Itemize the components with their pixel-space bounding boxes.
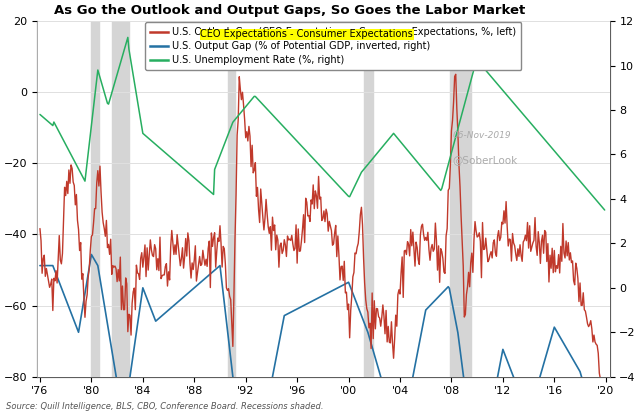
Text: @SoberLook: @SoberLook (452, 155, 518, 165)
Text: Source: Quill Intelligence, BLS, CBO, Conference Board. Recessions shaded.: Source: Quill Intelligence, BLS, CBO, Co… (6, 402, 324, 411)
Bar (364, 21, 373, 377)
Bar (450, 21, 471, 377)
Text: CEO Expectations - Consumer Expectations: CEO Expectations - Consumer Expectations (200, 29, 413, 39)
Bar (112, 21, 129, 377)
Title: As Go the Outlook and Output Gaps, So Goes the Labor Market: As Go the Outlook and Output Gaps, So Go… (54, 4, 525, 17)
Bar (92, 21, 99, 377)
Bar (228, 21, 236, 377)
Text: 06-Nov-2019: 06-Nov-2019 (452, 131, 511, 140)
Legend: U.S. Outlook Gap (CEO Expectations - Consumer Expectations, %, left), U.S. Outpu: U.S. Outlook Gap (CEO Expectations - Con… (145, 22, 522, 70)
